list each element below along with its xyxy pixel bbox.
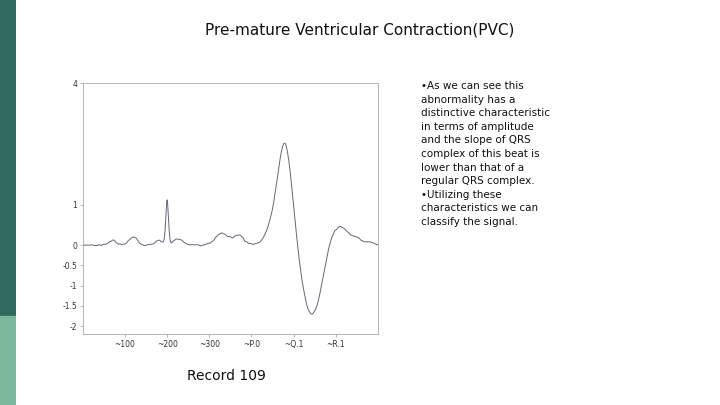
Bar bbox=[0, 316, 16, 405]
Text: Record 109: Record 109 bbox=[187, 369, 266, 383]
Text: Pre-mature Ventricular Contraction(PVC): Pre-mature Ventricular Contraction(PVC) bbox=[205, 22, 515, 37]
Bar bbox=[0, 0, 16, 316]
Text: •As we can see this
abnormality has a
distinctive characteristic
in terms of amp: •As we can see this abnormality has a di… bbox=[421, 81, 550, 227]
